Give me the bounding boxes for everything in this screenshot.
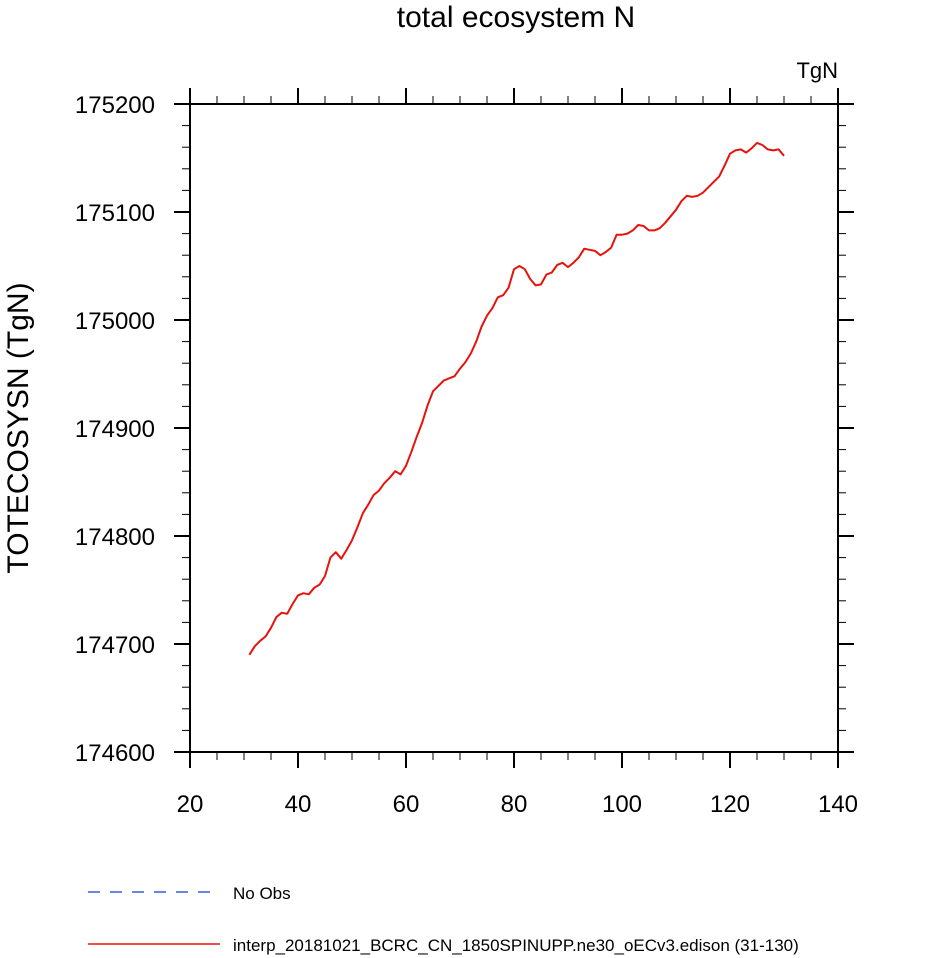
axis-ticks xyxy=(174,88,854,768)
series-line xyxy=(248,141,785,656)
y-tick-label: 174700 xyxy=(75,632,155,659)
units-label: TgN xyxy=(796,58,838,83)
x-tick-label: 140 xyxy=(818,791,858,818)
chart-title: total ecosystem N xyxy=(397,1,635,34)
y-tick-label: 174600 xyxy=(75,740,155,767)
x-tick-label: 40 xyxy=(285,791,312,818)
y-tick-label: 175100 xyxy=(75,200,155,227)
legend-label-no-obs: No Obs xyxy=(233,884,291,903)
legend: No Obs interp_20181021_BCRC_CN_1850SPINU… xyxy=(88,884,799,955)
x-tick-label: 100 xyxy=(602,791,642,818)
tick-labels: 20 40 60 80 100 120 140 174600 174700 174800 17490… xyxy=(75,92,858,818)
y-tick-label: 175200 xyxy=(75,92,155,119)
y-tick-label: 175000 xyxy=(75,308,155,335)
plot-frame xyxy=(189,103,839,753)
x-tick-label: 120 xyxy=(710,791,750,818)
legend-label-model: interp_20181021_BCRC_CN_1850SPINUPP.ne30… xyxy=(233,936,799,955)
x-tick-label: 60 xyxy=(393,791,420,818)
x-tick-label: 20 xyxy=(177,791,204,818)
y-tick-label: 174800 xyxy=(75,524,155,551)
x-tick-label: 80 xyxy=(501,791,528,818)
series-layer xyxy=(248,141,785,656)
y-tick-label: 174900 xyxy=(75,416,155,443)
y-axis-label: TOTECOSYSN (TgN) xyxy=(2,282,35,573)
